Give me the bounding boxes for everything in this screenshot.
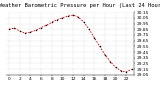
Text: Milwaukee Weather Barometric Pressure per Hour (Last 24 Hours): Milwaukee Weather Barometric Pressure pe… — [0, 3, 160, 8]
